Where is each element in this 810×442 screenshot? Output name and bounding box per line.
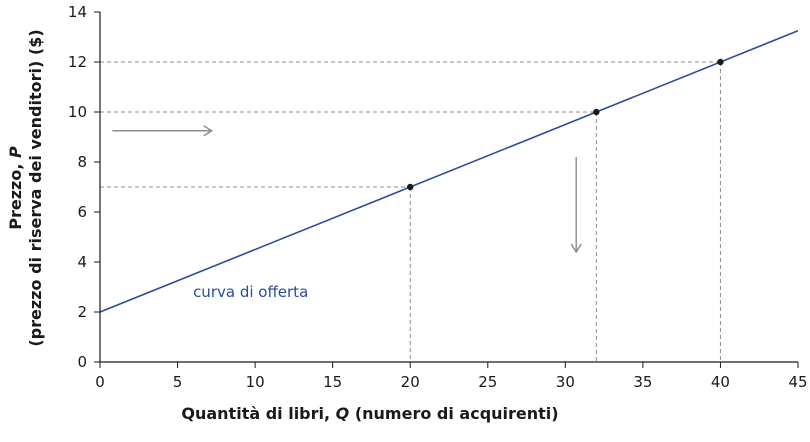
x-tick-label: 20 <box>401 373 420 391</box>
y-axis-title-variable: P <box>6 146 25 158</box>
x-tick-label: 30 <box>556 373 575 391</box>
curve-label: curva di offerta <box>193 283 308 301</box>
supply-curve-layer <box>99 30 799 313</box>
x-tick-label: 35 <box>633 373 652 391</box>
x-axis-ticks: 0 5 10 15 20 25 30 35 40 45 <box>95 362 808 391</box>
x-tick-label: 10 <box>246 373 265 391</box>
supply-curve-line <box>99 30 799 313</box>
x-tick-label: 15 <box>323 373 342 391</box>
y-axis-title: Prezzo, P <box>6 146 25 230</box>
y-tick-label: 8 <box>77 153 87 171</box>
arrow-right-head <box>203 125 214 137</box>
annotation-arrows <box>112 125 582 254</box>
y-tick-label: 2 <box>77 303 87 321</box>
y-tick-label: 10 <box>68 103 87 121</box>
x-axis-title-variable: Q <box>336 404 350 423</box>
y-axis-ticks: 0 2 4 6 8 10 12 14 <box>68 3 100 371</box>
x-tick-label: 5 <box>173 373 183 391</box>
x-tick-label: 0 <box>95 373 105 391</box>
y-tick-label: 12 <box>68 53 87 71</box>
data-point <box>407 183 414 191</box>
x-tick-label: 40 <box>711 373 730 391</box>
data-point <box>593 108 600 116</box>
x-tick-label: 45 <box>788 373 807 391</box>
data-point <box>717 58 724 66</box>
y-tick-label: 4 <box>77 253 87 271</box>
y-tick-label: 0 <box>77 353 87 371</box>
y-axis-title-part: Prezzo, <box>6 158 25 230</box>
axes <box>99 12 798 363</box>
y-tick-label: 14 <box>68 3 87 21</box>
x-axis-title-part: (numero di acquirenti) <box>349 404 558 423</box>
y-axis-subtitle: (prezzo di riserva dei venditori) ($) <box>26 29 45 346</box>
data-points <box>407 58 724 191</box>
y-tick-label: 6 <box>77 203 87 221</box>
arrow-down-head <box>570 243 582 254</box>
x-tick-label: 25 <box>478 373 497 391</box>
x-axis-title-part: Quantità di libri, <box>181 404 335 423</box>
x-axis-title: Quantità di libri, Q (numero di acquiren… <box>181 404 558 423</box>
guide-lines <box>100 61 721 362</box>
